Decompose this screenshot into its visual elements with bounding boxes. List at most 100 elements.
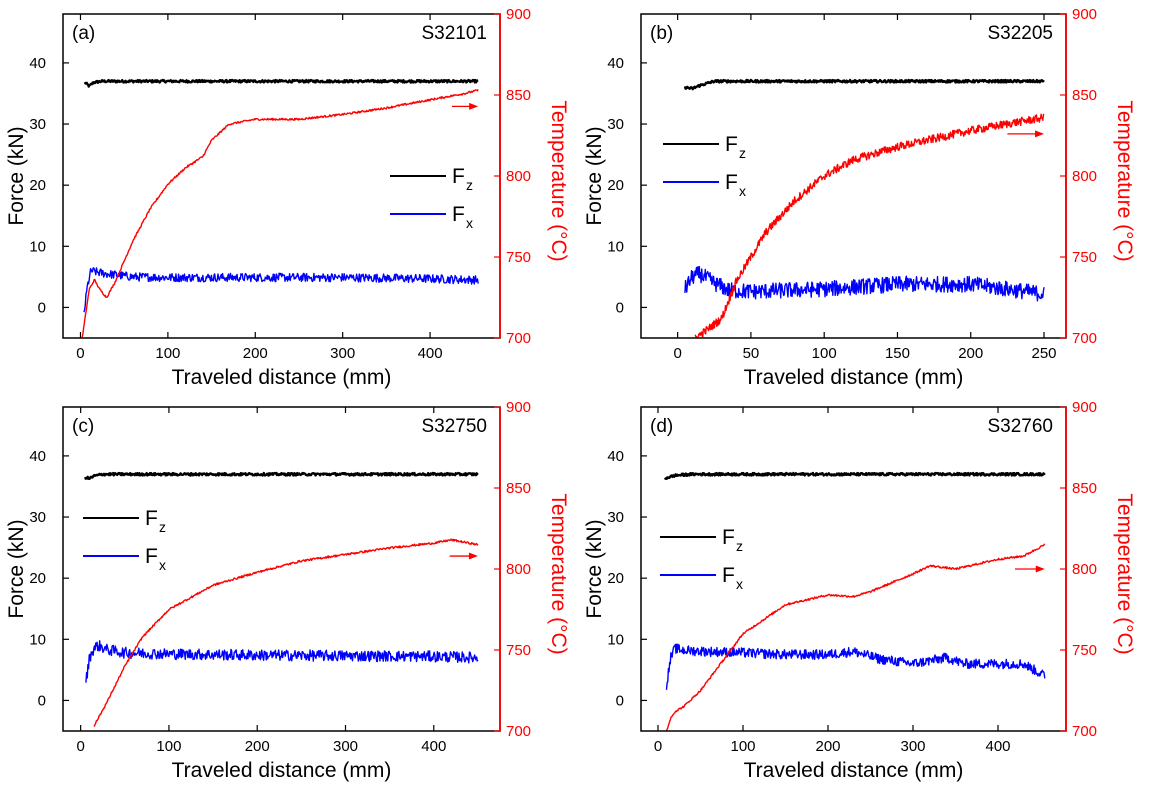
x-tick-label: 0 [76,738,84,755]
y2-tick-label: 750 [506,249,531,266]
panel-d: 0 100 200 300 400 0 10 20 30 40 700 750 800 850 900 Tra… [583,399,1136,782]
y-axis-label: Force (kN) [5,519,28,618]
series-fx-line [83,267,479,313]
legend-label-fz: F [725,133,738,156]
legend-subscript: x [466,215,473,231]
x-tick-label: 400 [421,738,446,755]
y-tick-label: 30 [607,509,624,526]
y-tick-label: 30 [29,116,46,133]
sample-label: S32205 [987,23,1053,44]
series-temperature-line [81,89,479,338]
y-tick-label: 0 [38,692,46,709]
sample-label: S32750 [421,416,487,437]
y-tick-label: 10 [607,631,624,648]
x-tick-label: 400 [418,345,443,362]
y-tick-label: 30 [607,116,624,133]
series-fz-line [663,471,1046,480]
y2-tick-label: 900 [1072,399,1097,416]
x-tick-label: 100 [155,345,180,362]
sample-label: S32760 [987,416,1053,437]
series-temperature-line [93,538,479,727]
x-tick-label: 200 [245,738,270,755]
y2-tick-label: 800 [506,561,531,578]
y-tick-label: 40 [29,55,46,72]
legend-label-fx: F [725,171,738,194]
x-tick-label: 0 [654,738,662,755]
y-tick-label: 10 [29,238,46,255]
y-tick-label: 40 [607,448,624,465]
plot-area [683,78,1045,338]
arrow-head-icon [1035,565,1045,573]
y2-tick-label: 900 [506,399,531,416]
sample-label: S32101 [421,23,487,44]
y2-tick-label: 750 [1072,249,1097,266]
panel-label: (d) [650,416,673,437]
y2-axis-label: Temperature (°C) [547,100,570,261]
plot-frame [640,406,1067,732]
series-temperature-line [694,113,1045,338]
panel-a: 0 100 200 300 400 0 10 20 30 40 700 750 800 850 900 Tra… [5,6,570,389]
plot-area [81,78,479,338]
y-tick-label: 0 [38,299,46,316]
series-fz-line [83,78,479,88]
y-tick-label: 20 [607,177,624,194]
x-tick-label: 300 [333,738,358,755]
y2-tick-label: 750 [506,642,531,659]
x-tick-label: 200 [815,738,840,755]
series-fx-line [684,265,1045,302]
x-tick-label: 250 [1032,345,1057,362]
y-tick-label: 20 [607,570,624,587]
plot-frame [62,406,501,732]
y2-tick-label: 850 [1072,87,1097,104]
x-tick-label: 300 [900,738,925,755]
y-tick-label: 40 [29,448,46,465]
legend-label-fz: F [722,526,735,549]
series-fx-line [665,643,1046,690]
y-tick-label: 10 [607,238,624,255]
panel-label: (b) [650,23,673,44]
y-tick-label: 20 [29,177,46,194]
panel-b: 0 50 100 150 200 250 0 10 20 30 40 700 750 800 850 900 T… [583,6,1136,389]
y2-axis-label: Temperature (°C) [1113,493,1136,654]
legend-label-fx: F [452,203,465,226]
legend-subscript: z [736,538,743,554]
legend-subscript: x [159,557,166,573]
y-tick-label: 0 [616,299,624,316]
y-axis-label: Force (kN) [583,126,606,225]
x-tick-label: 200 [243,345,268,362]
legend-label-fx: F [145,545,158,568]
y2-tick-label: 850 [506,480,531,497]
y2-tick-label: 800 [1072,561,1097,578]
y2-tick-label: 800 [506,168,531,185]
y-tick-label: 40 [607,55,624,72]
legend-subscript: x [736,576,743,592]
x-tick-label: 200 [958,345,983,362]
panel-c: 0 100 200 300 400 0 10 20 30 40 700 750 800 850 900 Tra… [5,399,570,782]
arrow-head-icon [468,552,478,560]
arrow-head-icon [469,102,479,110]
y2-tick-label: 800 [1072,168,1097,185]
y2-tick-label: 900 [1072,6,1097,23]
x-tick-label: 100 [812,345,837,362]
x-tick-label: 100 [730,738,755,755]
x-tick-label: 400 [985,738,1010,755]
legend-label-fz: F [145,507,158,530]
x-axis-label: Traveled distance (mm) [744,759,964,782]
x-tick-label: 0 [76,345,84,362]
x-tick-label: 100 [156,738,181,755]
x-tick-label: 300 [330,345,355,362]
y2-tick-label: 700 [1072,723,1097,740]
panel-label: (a) [72,23,95,44]
legend-subscript: z [159,519,166,535]
series-fz-line [83,471,479,480]
y-tick-label: 30 [29,509,46,526]
panel-label: (c) [72,416,94,437]
y2-axis-label: Temperature (°C) [1113,100,1136,261]
y-tick-label: 10 [29,631,46,648]
y-tick-label: 20 [29,570,46,587]
x-axis-label: Traveled distance (mm) [172,759,392,782]
plot-area [663,471,1046,731]
y2-tick-label: 700 [1072,330,1097,347]
y2-tick-label: 700 [506,330,531,347]
